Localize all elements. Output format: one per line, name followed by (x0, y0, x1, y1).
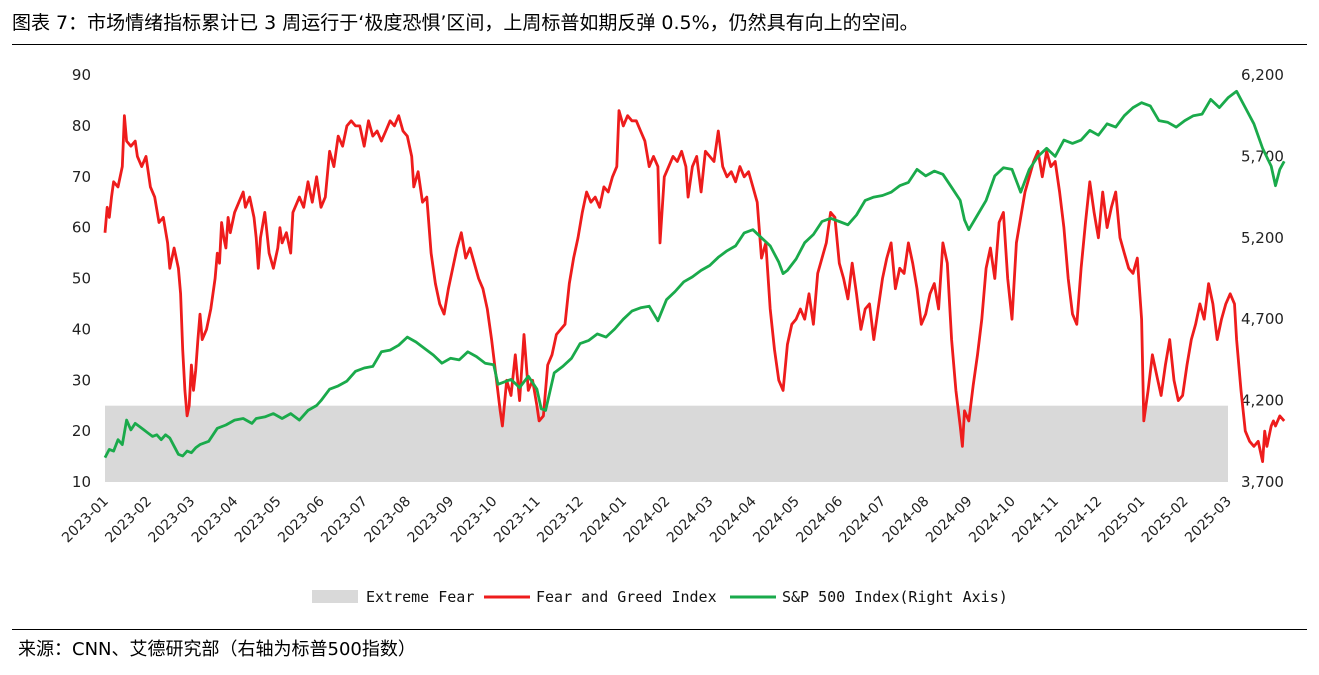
x-tick-label: 2023-08 (361, 494, 414, 547)
right-tick-label: 5,200 (1241, 229, 1284, 247)
x-tick-label: 2023-11 (491, 494, 544, 547)
left-tick-label: 80 (72, 117, 91, 135)
x-tick-label: 2023-10 (448, 494, 501, 547)
x-tick-label: 2023-09 (405, 494, 458, 547)
x-tick-label: 2023-12 (534, 494, 587, 547)
right-tick-label: 5,700 (1241, 147, 1284, 165)
x-tick-label: 2023-06 (275, 493, 328, 546)
left-tick-label: 50 (72, 270, 91, 288)
left-tick-label: 20 (72, 422, 91, 440)
legend: Extreme Fear Fear and Greed Index S&P 50… (312, 588, 1008, 606)
title-rule (12, 44, 1307, 45)
x-axis: 2023-012023-022023-032023-042023-052023-… (59, 493, 1235, 546)
x-tick-label: 2023-02 (102, 494, 155, 547)
source-note: 来源：CNN、艾德研究部（右轴为标普500指数） (18, 639, 416, 660)
x-tick-label: 2024-05 (750, 494, 803, 547)
left-axis: 10 20 30 40 50 60 70 80 90 (72, 66, 91, 491)
fear-greed-line (103, 109, 1286, 463)
right-tick-label: 4,700 (1241, 310, 1284, 328)
legend-label-sp500: S&P 500 Index(Right Axis) (782, 588, 1008, 606)
right-axis: 3,700 4,200 4,700 5,200 5,700 6,200 (1241, 66, 1284, 491)
x-tick-label: 2024-01 (577, 494, 630, 547)
x-tick-label: 2023-03 (146, 494, 199, 547)
x-tick-label: 2024-11 (1009, 494, 1062, 547)
x-tick-label: 2024-03 (664, 494, 717, 547)
left-tick-label: 30 (72, 371, 91, 389)
extreme-fear-band (105, 405, 1228, 482)
left-tick-label: 90 (72, 66, 91, 84)
left-tick-label: 70 (72, 168, 91, 186)
legend-label-fear-greed: Fear and Greed Index (536, 588, 717, 606)
x-tick-label: 2024-09 (923, 494, 976, 547)
x-tick-label: 2024-07 (837, 494, 890, 547)
source-rule (12, 629, 1307, 630)
right-tick-label: 3,700 (1241, 473, 1284, 491)
left-tick-label: 40 (72, 320, 91, 338)
x-tick-label: 2023-01 (59, 494, 112, 547)
x-tick-label: 2025-01 (1096, 494, 1149, 547)
x-tick-label: 2025-03 (1182, 494, 1235, 547)
legend-swatch-extreme-fear (312, 590, 358, 603)
left-tick-label: 10 (72, 473, 91, 491)
x-tick-label: 2024-04 (707, 493, 760, 546)
x-tick-label: 2024-06 (793, 493, 846, 546)
x-tick-label: 2025-02 (1139, 494, 1192, 547)
x-tick-label: 2024-12 (1053, 494, 1106, 547)
x-tick-label: 2023-05 (232, 494, 285, 547)
figure-title: 图表 7：市场情绪指标累计已 3 周运行于‘极度恐惧’区间，上周标普如期反弹 0… (12, 12, 919, 34)
x-tick-label: 2023-07 (318, 494, 371, 547)
x-tick-label: 2024-08 (880, 494, 933, 547)
right-tick-label: 6,200 (1241, 66, 1284, 84)
right-tick-label: 4,200 (1241, 392, 1284, 410)
x-tick-label: 2023-04 (189, 493, 242, 546)
x-tick-label: 2024-10 (966, 494, 1019, 547)
x-tick-label: 2024-02 (621, 494, 674, 547)
legend-label-extreme-fear: Extreme Fear (366, 588, 474, 606)
left-tick-label: 60 (72, 219, 91, 237)
sp500-line (103, 89, 1286, 459)
